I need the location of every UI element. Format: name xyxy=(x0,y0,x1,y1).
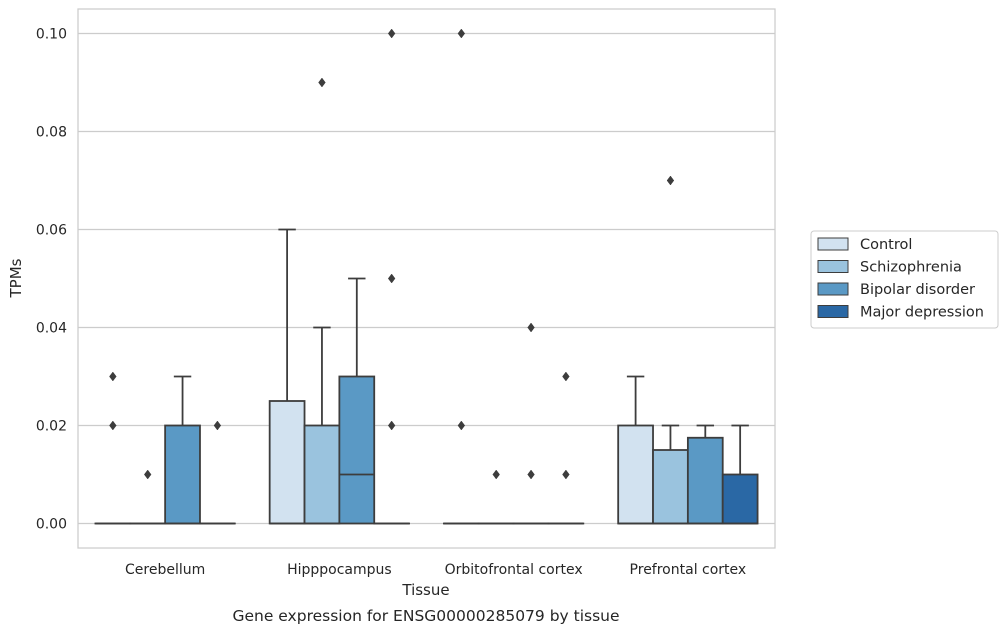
y-tick-label: 0.06 xyxy=(36,223,67,239)
box-body xyxy=(617,424,654,525)
outlier-point xyxy=(109,420,117,431)
outlier-point xyxy=(666,175,675,186)
legend-swatch xyxy=(817,260,849,273)
x-tick-labels: Cerebellum Hipppocampus Orbitofrontal cort… xyxy=(125,562,746,578)
box-body xyxy=(721,473,759,525)
x-tick-label: Orbitofrontal cortex xyxy=(445,562,583,578)
legend-label: Control xyxy=(860,237,912,253)
y-tick-label: 0.08 xyxy=(36,125,67,141)
outlier-point xyxy=(562,371,570,382)
box-control xyxy=(443,28,480,525)
outlier-point xyxy=(143,469,152,480)
box-schizophrenia xyxy=(652,175,689,525)
box-bipolar-disorder xyxy=(686,424,724,525)
y-tick-labels: 0.00 0.02 0.04 0.06 0.08 0.10 xyxy=(36,27,67,533)
box-control xyxy=(94,371,132,525)
box-body xyxy=(652,449,689,525)
outlier-point xyxy=(109,371,117,382)
x-tick-label: Hipppocampus xyxy=(287,562,392,578)
outlier-point xyxy=(492,469,500,480)
outlier-point xyxy=(457,420,466,431)
legend-label: Bipolar disorder xyxy=(860,282,975,298)
x-axis-title: Tissue xyxy=(401,581,449,599)
box-schizophrenia xyxy=(303,77,341,525)
box-major-depression xyxy=(199,420,236,525)
outlier-point xyxy=(457,28,466,39)
outlier-point xyxy=(562,469,570,480)
legend-swatch xyxy=(817,237,849,251)
box-control xyxy=(617,375,654,525)
legend: Control Schizophrenia Bipolar disorder Majo… xyxy=(810,230,999,329)
box-major-depression xyxy=(547,371,585,525)
legend-frame xyxy=(810,230,999,329)
outlier-point xyxy=(318,77,326,88)
outlier-point xyxy=(387,420,396,431)
y-tick-label: 0.04 xyxy=(36,321,67,337)
plot-frame xyxy=(77,8,776,549)
y-tick-label: 0.00 xyxy=(36,517,67,533)
box-bipolar-disorder xyxy=(512,322,550,525)
box-major-depression xyxy=(373,28,410,525)
outlier-point xyxy=(213,420,222,431)
outlier-point xyxy=(527,322,535,333)
box-body xyxy=(303,424,341,525)
outlier-point xyxy=(387,28,396,39)
box-control xyxy=(268,228,306,525)
chart-caption: Gene expression for ENSG00000285079 by t… xyxy=(232,607,619,625)
box-schizophrenia xyxy=(477,469,515,525)
legend-items: Control Schizophrenia Bipolar disorder Majo… xyxy=(817,237,984,321)
outlier-point xyxy=(387,273,396,284)
box-body xyxy=(164,424,201,525)
y-tick-label: 0.10 xyxy=(36,27,67,43)
box-layer xyxy=(94,28,759,525)
box-body xyxy=(338,375,376,525)
box-major-depression xyxy=(721,424,759,525)
box-bipolar-disorder xyxy=(164,375,201,525)
legend-swatch xyxy=(817,305,849,318)
x-tick-label: Prefrontal cortex xyxy=(630,562,747,578)
box-body xyxy=(268,400,306,525)
box-bipolar-disorder xyxy=(338,277,376,525)
box-schizophrenia xyxy=(129,469,167,525)
y-axis-title: TPMs xyxy=(7,258,25,298)
y-tick-label: 0.02 xyxy=(36,419,67,435)
legend-label: Schizophrenia xyxy=(860,260,962,276)
legend-label: Major depression xyxy=(860,305,984,321)
box-body xyxy=(686,436,724,525)
legend-swatch xyxy=(817,282,849,296)
x-tick-label: Cerebellum xyxy=(125,562,205,578)
outlier-point xyxy=(527,469,535,480)
